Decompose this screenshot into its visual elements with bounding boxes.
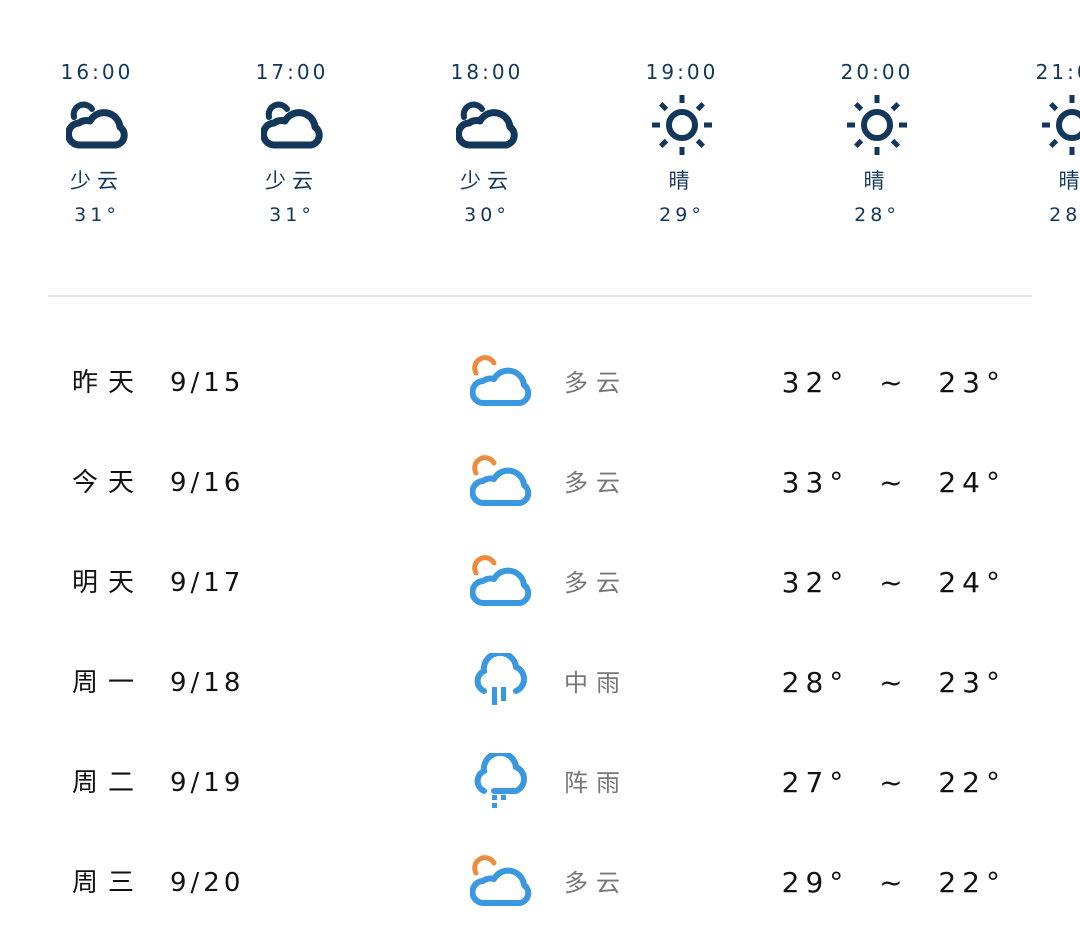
cloudy-sun-icon [468,453,534,513]
partly-cloudy-icon [417,90,557,160]
sun-icon [612,90,752,160]
hour-time: 16:00 [60,60,134,84]
hourly-item: 21:00 晴 28° [1002,58,1080,226]
hour-condition: 少云 [460,169,514,193]
condition-label: 阵雨 [564,769,628,797]
condition-label: 多云 [564,369,628,397]
high-temp: 28° [781,666,850,699]
day-label: 今天 [72,468,145,498]
divider [48,295,1032,297]
day-label: 明天 [72,568,145,598]
low-temp: 23° [938,666,1006,699]
cloudy-sun-icon [468,553,534,613]
condition-label: 中雨 [564,669,628,697]
hour-time: 17:00 [255,60,329,84]
hour-temp: 31° [269,204,315,226]
range-separator: ~ [879,366,909,399]
partly-cloudy-icon [222,90,362,160]
high-temp: 29° [781,866,850,899]
range-separator: ~ [879,766,909,799]
hourly-item: 17:00 少云 31° [222,58,362,226]
hour-time: 19:00 [645,60,719,84]
hourly-item: 19:00 晴 29° [612,58,752,226]
high-temp: 27° [781,766,850,799]
hour-temp: 30° [464,204,510,226]
temp-range: 27° ~ 22° [782,753,1006,813]
temp-range: 32° ~ 24° [782,553,1006,613]
low-temp: 22° [938,866,1006,899]
date-label: 9/16 [170,468,245,498]
condition-label: 多云 [564,469,628,497]
daily-row[interactable]: 昨天 9/15 多云 32° ~ 23° [0,353,1080,413]
shower-icon [468,753,534,813]
temp-range: 29° ~ 22° [782,853,1006,913]
daily-row[interactable]: 周三 9/20 多云 29° ~ 22° [0,853,1080,913]
temp-range: 33° ~ 24° [782,453,1006,513]
day-label: 周三 [72,868,145,898]
day-label: 周二 [72,768,145,798]
sun-icon [1002,90,1080,160]
hour-temp: 28° [854,204,900,226]
hourly-item: 16:00 少云 31° [27,58,167,226]
range-separator: ~ [879,666,909,699]
hour-condition: 少云 [265,169,319,193]
date-label: 9/19 [170,768,245,798]
day-label: 昨天 [72,368,145,398]
low-temp: 23° [938,366,1006,399]
hour-temp: 29° [659,204,705,226]
hour-condition: 晴 [668,169,696,193]
hour-time: 20:00 [840,60,914,84]
hour-temp: 31° [74,204,120,226]
temp-range: 28° ~ 23° [782,653,1006,713]
high-temp: 32° [781,566,850,599]
hour-condition: 晴 [863,169,891,193]
range-separator: ~ [879,566,909,599]
cloudy-sun-icon [468,353,534,413]
range-separator: ~ [879,466,909,499]
hour-time: 18:00 [450,60,524,84]
daily-row[interactable]: 周一 9/18 中雨 28° ~ 23° [0,653,1080,713]
hour-temp: 28° [1049,204,1080,226]
date-label: 9/15 [170,368,245,398]
condition-label: 多云 [564,569,628,597]
low-temp: 24° [938,466,1006,499]
daily-row[interactable]: 明天 9/17 多云 32° ~ 24° [0,553,1080,613]
hourly-item: 20:00 晴 28° [807,58,947,226]
high-temp: 33° [781,466,850,499]
moderate-rain-icon [468,653,534,713]
condition-label: 多云 [564,869,628,897]
range-separator: ~ [879,866,909,899]
date-label: 9/18 [170,668,245,698]
daily-row[interactable]: 周二 9/19 阵雨 27° ~ 22° [0,753,1080,813]
partly-cloudy-icon [27,90,167,160]
low-temp: 22° [938,766,1006,799]
cloudy-sun-icon [468,853,534,913]
low-temp: 24° [938,566,1006,599]
day-label: 周一 [72,668,145,698]
temp-range: 32° ~ 23° [782,353,1006,413]
daily-row[interactable]: 今天 9/16 多云 33° ~ 24° [0,453,1080,513]
sun-icon [807,90,947,160]
hour-time: 21:00 [1035,60,1080,84]
hourly-forecast[interactable]: 16:00 少云 31° 17:00 少云 31° 18:00 少云 30° 19:0… [0,0,1080,260]
hour-condition: 晴 [1058,169,1080,193]
high-temp: 32° [781,366,850,399]
date-label: 9/17 [170,568,245,598]
hourly-item: 18:00 少云 30° [417,58,557,226]
hour-condition: 少云 [70,169,124,193]
date-label: 9/20 [170,868,245,898]
